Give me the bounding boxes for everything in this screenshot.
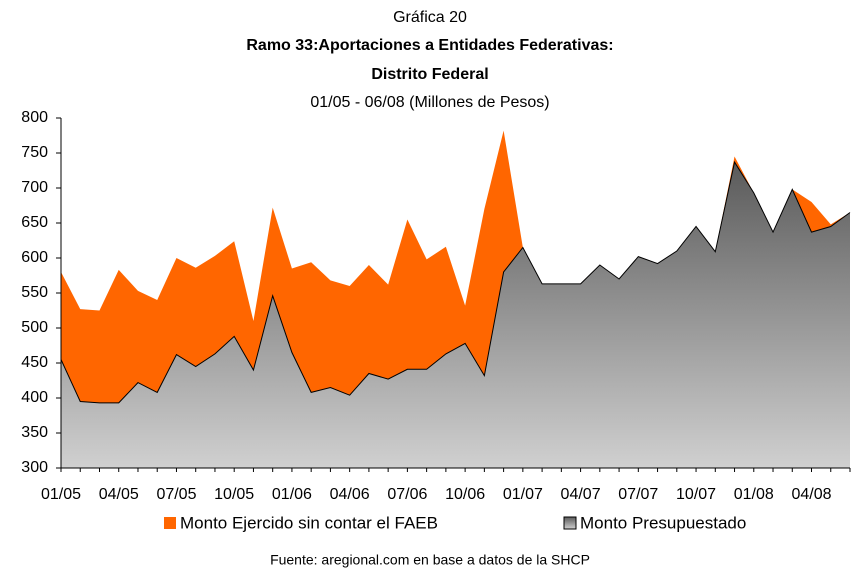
x-tick-label: 07/07 bbox=[618, 486, 658, 503]
y-tick-label: 600 bbox=[21, 249, 48, 266]
legend-label: Monto Ejercido sin contar el FAEB bbox=[180, 513, 438, 532]
y-tick-label: 650 bbox=[21, 214, 48, 231]
x-tick-label: 10/07 bbox=[676, 486, 716, 503]
chart-title: Gráfica 20 bbox=[393, 9, 467, 26]
chart-subtitle: 01/05 - 06/08 (Millones de Pesos) bbox=[310, 94, 549, 111]
x-tick-label: 07/06 bbox=[387, 486, 427, 503]
legend-swatch bbox=[563, 516, 577, 530]
x-tick-label: 04/05 bbox=[99, 486, 139, 503]
area bbox=[61, 162, 850, 468]
x-tick-label: 01/08 bbox=[734, 486, 774, 503]
x-tick-label: 10/06 bbox=[445, 486, 485, 503]
legend-swatch bbox=[164, 517, 176, 529]
legend-label: Monto Presupuestado bbox=[580, 513, 746, 532]
x-tick-label: 04/07 bbox=[561, 486, 601, 503]
y-tick-label: 500 bbox=[21, 319, 48, 336]
x-tick-label: 01/07 bbox=[503, 486, 543, 503]
x-tick-label: 10/05 bbox=[214, 486, 254, 503]
chart-heading: Distrito Federal bbox=[371, 66, 488, 83]
chart-heading: Ramo 33:Aportaciones a Entidades Federat… bbox=[246, 37, 613, 54]
y-tick-label: 450 bbox=[21, 354, 48, 371]
source-note: Fuente: aregional.com en base a datos de… bbox=[270, 552, 590, 568]
y-tick-label: 400 bbox=[21, 389, 48, 406]
area-outline bbox=[60, 160, 851, 404]
x-tick-label: 01/06 bbox=[272, 486, 312, 503]
y-tick-label: 300 bbox=[21, 459, 48, 476]
y-tick-label: 800 bbox=[21, 109, 48, 126]
y-tick-label: 550 bbox=[21, 284, 48, 301]
x-tick-label: 04/06 bbox=[330, 486, 370, 503]
x-tick-label: 04/08 bbox=[791, 486, 831, 503]
y-tick-label: 700 bbox=[21, 179, 48, 196]
x-tick-label: 01/05 bbox=[41, 486, 81, 503]
x-tick-label: 07/05 bbox=[156, 486, 196, 503]
y-tick-label: 750 bbox=[21, 144, 48, 161]
y-tick-label: 350 bbox=[21, 424, 48, 441]
